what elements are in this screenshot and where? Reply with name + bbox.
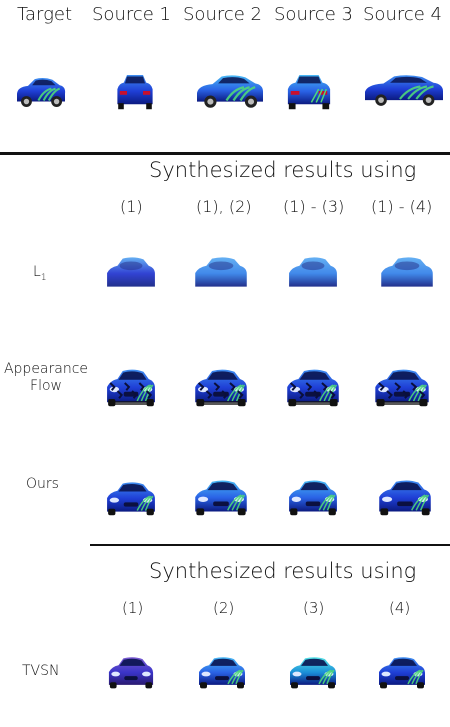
column-label-1: (1) <box>120 197 143 216</box>
source-3-label: Source 3 <box>274 4 353 25</box>
target-label: Target <box>17 4 73 25</box>
tvsn-result-image-3 <box>288 655 338 689</box>
row-label-appearance-flow: Appearance Flow <box>3 361 89 394</box>
ours-result-image-4 <box>377 478 433 516</box>
source-1-car-image <box>115 72 155 110</box>
target-car-image <box>15 75 67 109</box>
l1-result-image-1 <box>105 255 157 291</box>
ours-result-image-1 <box>105 480 157 516</box>
l1-result-image-3 <box>287 255 339 291</box>
tvsn-result-image-2 <box>197 655 247 689</box>
appearance-flow-result-image-2 <box>193 367 249 407</box>
ours-result-image-2 <box>193 478 249 516</box>
section-bottom-title: Synthesized results using <box>149 559 417 583</box>
column-label-4: (1) - (4) <box>371 197 433 216</box>
column-label-2: (1), (2) <box>196 197 252 216</box>
source-1-label: Source 1 <box>92 4 171 25</box>
source-2-label: Source 2 <box>183 4 262 25</box>
section-top-title: Synthesized results using <box>149 158 417 182</box>
source-3-car-image <box>285 72 333 110</box>
section-divider-bottom <box>90 544 450 546</box>
column-label-bottom-2: (2) <box>213 599 235 617</box>
appearance-flow-result-image-4 <box>373 367 431 407</box>
tvsn-result-image-1 <box>107 655 155 689</box>
source-4-label: Source 4 <box>363 4 442 25</box>
source-2-car-image <box>195 72 265 110</box>
row-label-l1: L1 <box>33 264 47 283</box>
source-4-car-image <box>363 72 445 108</box>
column-label-bottom-3: (3) <box>303 599 325 617</box>
column-label-3: (1) - (3) <box>283 197 345 216</box>
column-label-bottom-1: (1) <box>122 599 144 617</box>
tvsn-result-image-4 <box>377 655 427 689</box>
column-label-bottom-4: (4) <box>389 599 411 617</box>
section-divider-top <box>0 152 450 155</box>
row-label-ours: Ours <box>26 476 59 492</box>
row-label-tvsn: TVSN <box>22 663 60 679</box>
appearance-flow-result-image-1 <box>105 367 157 407</box>
ours-result-image-3 <box>287 478 339 516</box>
l1-result-image-4 <box>379 255 435 291</box>
l1-result-image-2 <box>193 255 249 291</box>
appearance-flow-result-image-3 <box>285 367 341 407</box>
